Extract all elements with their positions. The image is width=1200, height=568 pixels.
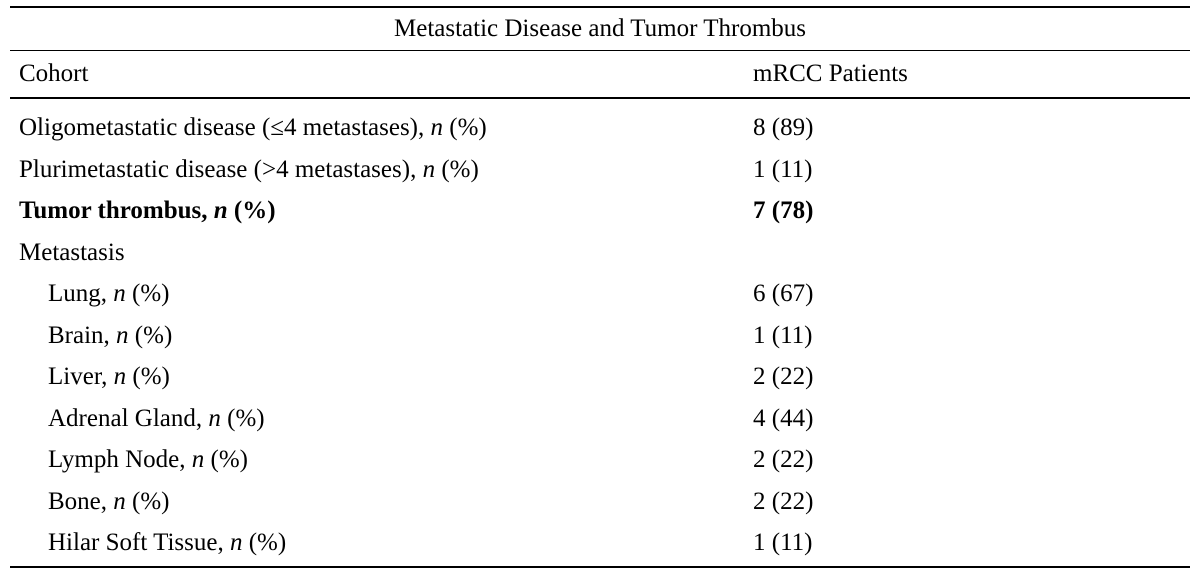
- row-label: Liver, n (%): [48, 363, 170, 390]
- header-mrcc-patients: mRCC Patients: [753, 60, 908, 87]
- row-value: [753, 232, 1190, 274]
- table-row: Hilar Soft Tissue, n (%) 1 (11): [10, 522, 1190, 564]
- row-value: 1 (11): [753, 529, 813, 556]
- row-label: Hilar Soft Tissue, n (%): [48, 529, 287, 556]
- table-row: Adrenal Gland, n (%) 4 (44): [10, 398, 1190, 440]
- metastatic-disease-table: Metastatic Disease and Tumor Thrombus Co…: [10, 6, 1190, 568]
- row-value: 6 (67): [753, 280, 814, 307]
- table-title: Metastatic Disease and Tumor Thrombus: [10, 8, 1190, 51]
- row-value: 2 (22): [753, 363, 814, 390]
- row-label: Lung, n (%): [48, 280, 170, 307]
- row-value: 8 (89): [753, 114, 814, 141]
- header-cohort: Cohort: [19, 60, 89, 87]
- table-row: Oligometastatic disease (≤4 metastases),…: [10, 107, 1190, 149]
- table-header-row: Cohort mRCC Patients: [10, 51, 1190, 99]
- table-row: Bone, n (%) 2 (22): [10, 481, 1190, 523]
- table-bottom-rule: [10, 565, 1190, 568]
- table-row: Liver, n (%) 2 (22): [10, 356, 1190, 398]
- table-row: Lung, n (%) 6 (67): [10, 273, 1190, 315]
- table-top-rule: [10, 6, 1190, 8]
- row-value: 4 (44): [753, 404, 814, 432]
- row-label: Adrenal Gland, n (%): [48, 404, 265, 432]
- row-label: Tumor thrombus, n (%): [19, 197, 276, 224]
- row-label: Metastasis: [19, 238, 125, 266]
- row-value: 1 (11): [753, 155, 813, 183]
- row-label: Plurimetastatic disease (>4 metastases),…: [19, 155, 479, 183]
- row-label: Lymph Node, n (%): [48, 446, 248, 473]
- table-row: Plurimetastatic disease (>4 metastases),…: [10, 149, 1190, 191]
- row-label: Brain, n (%): [48, 321, 173, 349]
- row-value: 1 (11): [753, 321, 813, 349]
- row-value: 7 (78): [753, 197, 814, 224]
- row-value: 2 (22): [753, 446, 814, 473]
- table-row: Metastasis: [10, 232, 1190, 274]
- table-row: Lymph Node, n (%) 2 (22): [10, 439, 1190, 481]
- row-label: Oligometastatic disease (≤4 metastases),…: [19, 114, 487, 141]
- row-value: 2 (22): [753, 487, 814, 515]
- row-label: Bone, n (%): [48, 487, 170, 515]
- table-row: Brain, n (%) 1 (11): [10, 315, 1190, 357]
- table-row: Tumor thrombus, n (%) 7 (78): [10, 190, 1190, 232]
